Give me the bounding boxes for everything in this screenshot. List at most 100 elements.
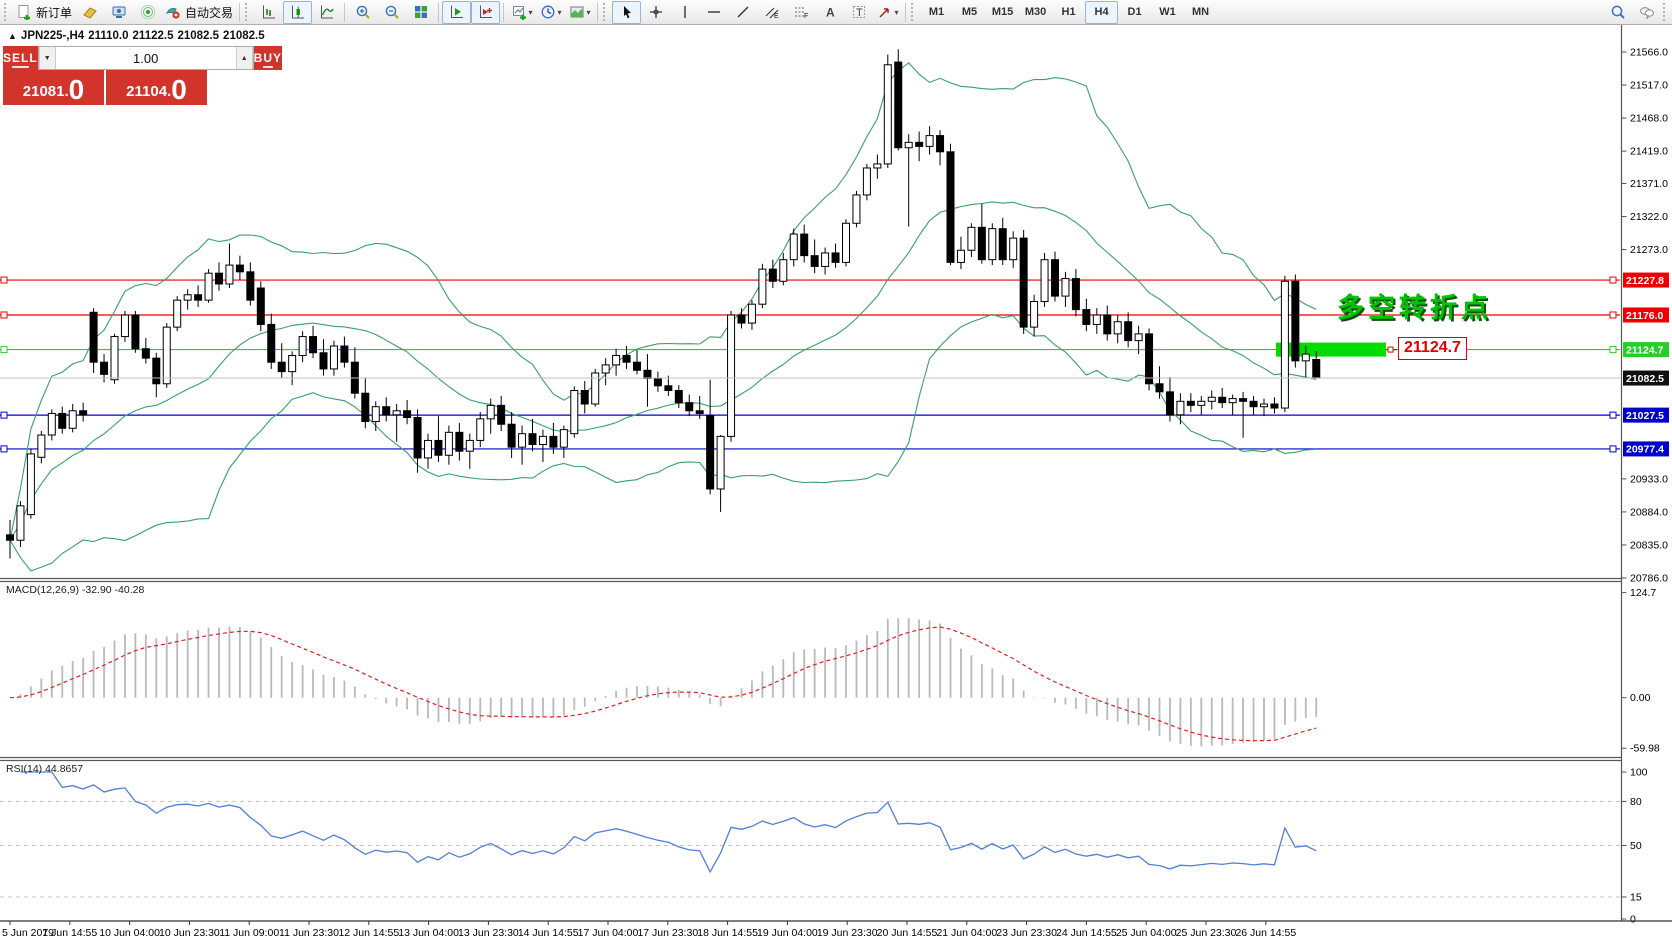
svg-text:21468.0: 21468.0 — [1630, 113, 1668, 125]
toolbar-separator — [597, 2, 599, 22]
auto-scroll-icon — [449, 4, 465, 20]
timeframe-h4-button[interactable]: H4 — [1085, 0, 1119, 24]
candlestick-chart-button[interactable] — [283, 0, 313, 24]
text-button[interactable]: A — [815, 1, 844, 24]
auto-scroll-button[interactable] — [442, 0, 472, 24]
timeframe-m1-button[interactable]: M1 — [920, 1, 953, 24]
timeframe-m15-button-label: M15 — [991, 6, 1014, 18]
zoom-in-button[interactable] — [348, 1, 377, 24]
timeframe-w1-button[interactable]: W1 — [1151, 1, 1184, 24]
timeframe-h4-button-label: H4 — [1094, 6, 1109, 18]
timeframe-m1-button-label: M1 — [928, 6, 945, 18]
tile-windows-button[interactable] — [406, 1, 435, 24]
sell-button[interactable]: SELL — [3, 46, 38, 70]
search-button[interactable] — [1603, 1, 1632, 24]
periods-button[interactable]: ▾ — [536, 1, 565, 24]
equidistant-channel-button[interactable]: E — [757, 1, 786, 24]
publisher-button[interactable] — [104, 1, 133, 24]
sell-price[interactable]: 21081. 0 — [3, 70, 104, 105]
new-order-button[interactable]: 新订单 — [13, 1, 75, 24]
svg-text:19 Jun 04:00: 19 Jun 04:00 — [757, 927, 818, 939]
dropdown-caret-icon: ▾ — [894, 7, 899, 17]
svg-text:24 Jun 14:55: 24 Jun 14:55 — [1056, 927, 1117, 939]
svg-text:25 Jun 23:30: 25 Jun 23:30 — [1176, 927, 1237, 939]
cursor-icon — [619, 4, 635, 20]
autotrading-icon — [165, 4, 181, 20]
buy-button[interactable]: BUY — [253, 46, 283, 70]
svg-text:21124.7: 21124.7 — [1626, 344, 1664, 356]
template-icon — [569, 4, 585, 20]
volume-increase-button[interactable]: ▲ — [235, 47, 253, 69]
chart-shift-button[interactable] — [471, 0, 501, 24]
arrows-button[interactable]: ▾ — [873, 1, 902, 24]
horizontal-line-button[interactable] — [699, 1, 728, 24]
bar-chart-button[interactable] — [254, 1, 283, 24]
toolbar-separator — [344, 2, 346, 22]
timeframe-m30-button[interactable]: M30 — [1019, 1, 1052, 24]
svg-text:A: A — [826, 6, 835, 20]
collapse-panel-icon[interactable]: ▲ — [8, 31, 17, 41]
svg-text:0.00: 0.00 — [1630, 692, 1651, 704]
timeframe-h1-button[interactable]: H1 — [1052, 1, 1085, 24]
toolbar-separator — [438, 2, 440, 22]
macd-indicator-label: MACD(12,26,9) -32.90 -40.28 — [6, 584, 145, 596]
one-click-trading-panel: SELL ▼ ▲ BUY 21081.0 21104.0 — [3, 46, 283, 105]
svg-text:20786.0: 20786.0 — [1630, 573, 1668, 585]
dropdown-caret-icon: ▾ — [528, 7, 533, 17]
fibonacci-button[interactable]: F — [786, 1, 815, 24]
new-order-button-label: 新订单 — [36, 5, 73, 20]
svg-text:20835.0: 20835.0 — [1630, 539, 1668, 551]
svg-text:21027.5: 21027.5 — [1626, 410, 1664, 422]
timeframe-h1-button-label: H1 — [1061, 6, 1076, 18]
svg-text:7 Jun 14:55: 7 Jun 14:55 — [42, 927, 97, 939]
trendline-button[interactable] — [728, 1, 757, 24]
vertical-line-button[interactable] — [670, 1, 699, 24]
zoom-out-button[interactable] — [377, 1, 406, 24]
timeframe-m5-button[interactable]: M5 — [953, 1, 986, 24]
svg-text:10 Jun 04:00: 10 Jun 04:00 — [99, 927, 160, 939]
line-chart-button[interactable] — [312, 1, 341, 24]
volume-decrease-button[interactable]: ▼ — [38, 47, 56, 69]
turning-point-annotation: 多空转折点 — [1337, 293, 1492, 323]
svg-text:100: 100 — [1630, 767, 1648, 779]
price-callout-label: 21124.7 — [1398, 337, 1467, 360]
publisher-icon — [111, 4, 127, 20]
timeframe-mn-button-label: MN — [1191, 6, 1210, 18]
chat-button[interactable] — [1632, 1, 1661, 24]
timeframe-mn-button[interactable]: MN — [1184, 1, 1217, 24]
auto-trading-button[interactable]: 自动交易 — [162, 1, 236, 24]
book-icon — [82, 4, 98, 20]
new-chart-button[interactable]: ▾ — [507, 1, 536, 24]
svg-text:13 Jun 04:00: 13 Jun 04:00 — [398, 927, 459, 939]
timeframe-d1-button[interactable]: D1 — [1118, 1, 1151, 24]
new-chart-icon — [511, 4, 527, 20]
arrow-icon — [877, 4, 893, 20]
svg-text:21227.8: 21227.8 — [1626, 275, 1664, 287]
svg-text:14 Jun 14:55: 14 Jun 14:55 — [518, 927, 579, 939]
signal-icon — [140, 4, 156, 20]
textT-icon: T — [851, 4, 867, 20]
svg-text:18 Jun 14:55: 18 Jun 14:55 — [697, 927, 758, 939]
templates-button[interactable]: ▾ — [565, 1, 594, 24]
clock-icon — [540, 4, 556, 20]
fibo-icon: F — [793, 4, 809, 20]
svg-text:23 Jun 23:30: 23 Jun 23:30 — [996, 927, 1057, 939]
cursor-button[interactable] — [612, 0, 642, 24]
timeframe-m15-button[interactable]: M15 — [986, 1, 1019, 24]
chart-shift-icon — [478, 4, 494, 20]
svg-text:80: 80 — [1630, 796, 1642, 808]
crosshair-icon — [648, 4, 664, 20]
signals-button[interactable] — [133, 1, 162, 24]
crosshair-button[interactable] — [641, 1, 670, 24]
buy-price[interactable]: 21104. 0 — [106, 70, 207, 105]
volume-input[interactable] — [55, 47, 236, 69]
market-watch-button[interactable] — [75, 1, 104, 24]
svg-text:124.7: 124.7 — [1630, 587, 1656, 599]
toolbar-separator — [905, 2, 907, 22]
text-label-button[interactable]: T — [844, 1, 873, 24]
toolbar-grip — [4, 3, 9, 21]
svg-text:5 Jun 2019: 5 Jun 2019 — [2, 927, 54, 939]
svg-text:11 Jun 09:00: 11 Jun 09:00 — [219, 927, 279, 939]
svg-text:21082.5: 21082.5 — [1626, 373, 1664, 385]
